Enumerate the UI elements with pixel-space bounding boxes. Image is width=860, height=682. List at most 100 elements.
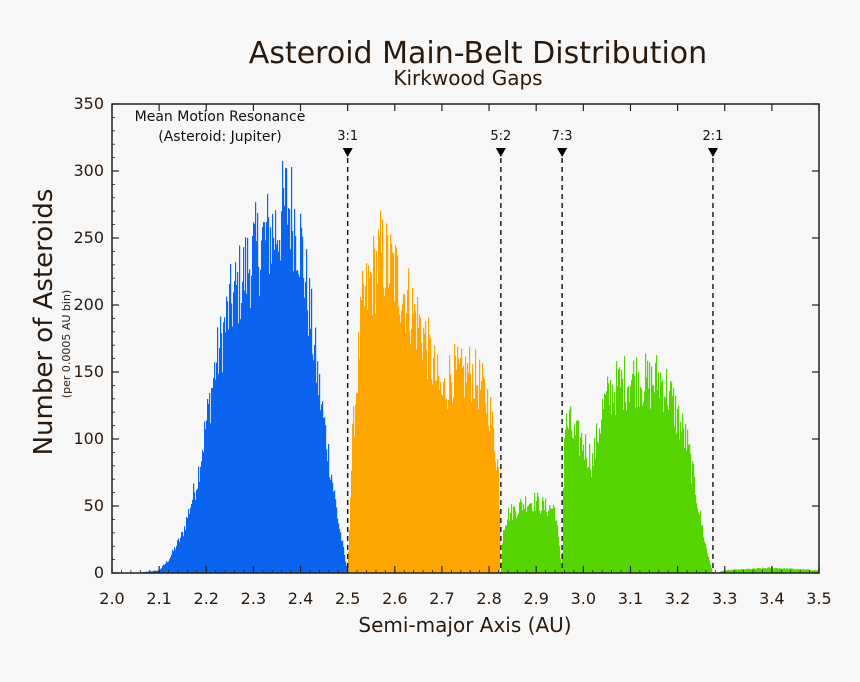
histogram-bar xyxy=(574,423,576,573)
histogram-bar xyxy=(416,349,418,573)
histogram-bar xyxy=(569,409,571,573)
histogram-bar xyxy=(534,492,536,573)
histogram-bar xyxy=(560,558,562,573)
histogram-bar xyxy=(458,358,460,573)
histogram-bar xyxy=(175,549,177,573)
histogram-bar xyxy=(608,383,610,573)
plot-frame xyxy=(111,103,820,574)
histogram-bar xyxy=(207,398,209,573)
histogram-bar xyxy=(496,470,498,573)
resonance-marker xyxy=(557,148,568,157)
histogram-bar xyxy=(495,461,497,573)
histogram-bar xyxy=(615,415,617,573)
y-tick-label: 100 xyxy=(73,429,104,448)
histogram-bar xyxy=(645,353,647,573)
histogram-bar xyxy=(592,453,594,573)
histogram-bar xyxy=(627,387,629,573)
histogram-bar xyxy=(327,461,329,573)
histogram-bar xyxy=(439,390,441,573)
histogram-bar xyxy=(516,518,518,573)
x-tick-label: 3.0 xyxy=(571,589,596,608)
histogram-bar xyxy=(509,520,511,573)
histogram-bar xyxy=(508,507,510,573)
histogram-bar xyxy=(675,395,677,573)
histogram-bar xyxy=(206,420,208,573)
histogram-bar xyxy=(801,569,803,573)
histogram-bar xyxy=(397,255,399,573)
histogram-bar xyxy=(672,395,674,573)
histogram-bar xyxy=(811,570,813,573)
histogram-bar xyxy=(253,222,255,573)
histogram-bar xyxy=(628,386,630,573)
histogram-bar xyxy=(254,223,256,573)
histogram-bar xyxy=(343,546,345,573)
histogram-bar xyxy=(522,510,524,573)
histogram-bar xyxy=(579,455,581,573)
histogram-bar xyxy=(368,265,370,573)
histogram-bar xyxy=(606,391,608,573)
histogram-bar xyxy=(279,239,281,573)
histogram-bar xyxy=(551,508,553,573)
histogram-bar xyxy=(403,293,405,573)
histogram-bar xyxy=(289,209,291,573)
chart-title: Asteroid Main-Belt Distribution xyxy=(249,36,707,71)
histogram-bar xyxy=(288,207,290,574)
histogram-bar xyxy=(234,280,236,573)
histogram-bar xyxy=(362,270,364,573)
histogram-bar xyxy=(754,568,756,573)
histogram-bar xyxy=(779,568,781,573)
histogram-bar xyxy=(514,506,516,573)
histogram-bar xyxy=(345,561,347,573)
histogram-bar xyxy=(194,492,196,573)
histogram-bar xyxy=(547,516,549,573)
histogram-bar xyxy=(512,519,514,573)
histogram-bar xyxy=(609,405,611,573)
histogram-bar xyxy=(402,303,404,573)
histogram-bar xyxy=(379,235,381,573)
histogram-bar xyxy=(795,569,797,573)
histogram-bar xyxy=(422,359,424,573)
histogram-bar xyxy=(172,549,174,573)
histogram-bar xyxy=(789,568,791,573)
histogram-bar xyxy=(265,240,267,573)
histogram-bar xyxy=(187,518,189,573)
resonance-label: 3:1 xyxy=(337,129,358,144)
histogram-bar xyxy=(677,408,679,573)
histogram-bar xyxy=(658,372,660,573)
histogram-bar xyxy=(561,567,563,573)
histogram-bar xyxy=(291,166,293,574)
histogram-bar xyxy=(270,227,272,573)
histogram-bar xyxy=(701,525,703,573)
histogram-bar xyxy=(764,568,766,573)
histogram-bar xyxy=(621,370,623,573)
histogram-bar xyxy=(358,332,360,573)
histogram-bar xyxy=(731,569,733,573)
histogram-bar xyxy=(497,459,499,573)
histogram-bar xyxy=(544,510,546,573)
histogram-bar xyxy=(797,569,799,573)
histogram-bar xyxy=(467,363,469,573)
histogram-bar xyxy=(218,373,220,573)
histogram-bar xyxy=(372,314,374,573)
histogram-bar xyxy=(710,564,712,573)
histogram-bar xyxy=(164,564,166,573)
histogram-bar xyxy=(243,247,245,573)
histogram-bar xyxy=(262,226,264,574)
histogram-bar xyxy=(350,497,352,573)
x-tick-label: 2.7 xyxy=(429,589,454,608)
histogram-bar xyxy=(492,411,494,573)
histogram-bar xyxy=(344,554,346,573)
histogram-bar xyxy=(572,437,574,573)
resonance-label: 5:2 xyxy=(490,129,511,144)
histogram-bar xyxy=(555,520,557,573)
x-tick-label: 3.3 xyxy=(712,589,737,608)
histogram-bar xyxy=(455,355,457,573)
histogram-bar xyxy=(412,287,414,573)
histogram-bar xyxy=(209,393,211,573)
histogram-bar xyxy=(245,237,247,574)
chart-subtitle: Kirkwood Gaps xyxy=(393,66,542,90)
histogram-bar xyxy=(690,453,692,573)
y-tick-label: 250 xyxy=(73,228,104,247)
histogram-bar xyxy=(259,296,261,573)
histogram-bar xyxy=(417,296,419,573)
